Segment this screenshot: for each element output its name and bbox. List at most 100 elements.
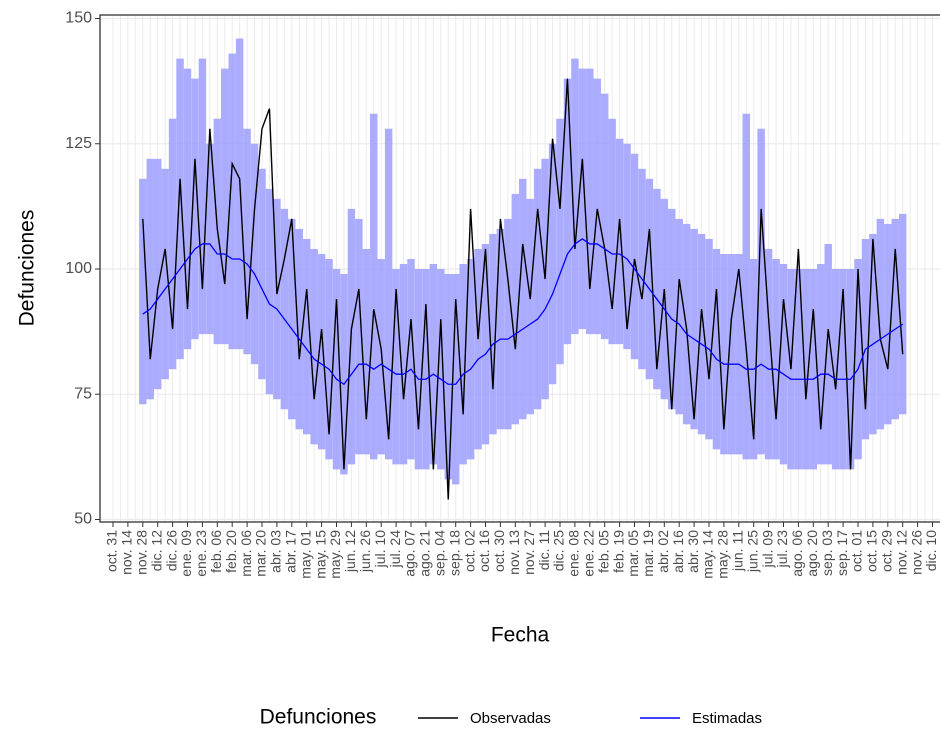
series-line <box>142 78 904 500</box>
ribbon-segment <box>839 269 847 470</box>
ribbon-segment <box>392 269 400 465</box>
ribbon-segment <box>682 223 691 425</box>
ribbon-segment <box>898 213 907 415</box>
x-tick-label: abr. 30 <box>685 530 701 573</box>
ribbon-segment <box>668 208 676 410</box>
ribbon-segment <box>802 269 810 470</box>
x-tick-label: may. 28 <box>715 530 731 579</box>
x-tick-label: oct. 15 <box>864 530 880 572</box>
ribbon-segment <box>526 198 534 415</box>
x-tick-label: ene. 08 <box>566 530 582 577</box>
x-tick-label: abr. 03 <box>268 530 284 573</box>
x-tick-label: jun. 25 <box>744 530 760 573</box>
x-tick-label: oct. 16 <box>476 530 492 572</box>
ribbon-segment <box>854 258 862 460</box>
ribbon-segment <box>228 53 236 350</box>
ribbon-segment <box>310 248 318 445</box>
ribbon-segment <box>705 238 713 440</box>
ribbon-segment <box>451 274 460 485</box>
ribbon-segment <box>563 78 572 345</box>
x-tick-label: jun. 26 <box>357 530 373 573</box>
ribbon-segment <box>794 269 803 470</box>
x-tick-label: nov. 14 <box>119 530 135 575</box>
x-tick-label: may. 14 <box>700 530 716 579</box>
x-tick-label: jul. 10 <box>372 530 388 569</box>
x-tick-label: nov. 26 <box>908 530 924 575</box>
ribbon-segment <box>749 258 758 460</box>
x-tick-label: sep. 17 <box>834 530 850 576</box>
ribbon-segment <box>846 269 855 470</box>
x-tick-label: oct. 02 <box>461 530 477 572</box>
x-tick-label: jun. 11 <box>730 530 746 572</box>
ribbon-segment <box>437 269 445 470</box>
ribbon-segment <box>519 178 527 420</box>
y-tick-label: 150 <box>65 10 92 27</box>
ribbon-segment <box>742 113 750 460</box>
x-tick-label: nov. 13 <box>506 530 522 575</box>
series-line <box>142 238 904 386</box>
x-tick-label: sep. 04 <box>432 530 448 576</box>
ribbon-segment <box>764 248 773 460</box>
ribbon-segment <box>340 274 348 475</box>
ribbon-segment <box>533 168 542 410</box>
ribbon-segment <box>824 243 832 465</box>
ribbon-segment <box>891 218 899 420</box>
x-tick-label: oct. 29 <box>879 530 895 572</box>
ribbon-segment <box>265 188 274 395</box>
x-tick-label: feb. 19 <box>610 530 626 573</box>
ribbon-segment <box>288 218 296 420</box>
ribbon-segment <box>869 233 877 435</box>
x-tick-label: feb. 05 <box>595 530 611 573</box>
ribbon-segment <box>630 153 639 360</box>
x-tick-label: mar. 20 <box>253 530 269 577</box>
x-tick-label: oct. 30 <box>491 530 507 572</box>
x-tick-label: jun. 12 <box>342 530 358 573</box>
x-tick-label: ene. 22 <box>581 530 597 577</box>
x-tick-label: jul. 09 <box>759 530 775 569</box>
legend-label: Estimadas <box>692 710 762 727</box>
ribbon-segment <box>176 58 184 360</box>
x-tick-label: dic. 12 <box>148 530 164 571</box>
ribbon-segment <box>735 253 743 455</box>
ribbon-segment <box>712 248 721 450</box>
ribbon-segment <box>399 263 408 465</box>
y-tick-label: 75 <box>74 385 92 402</box>
ribbon-segment <box>727 253 736 455</box>
ribbon-segment <box>779 263 788 465</box>
ribbon-segment <box>198 58 207 335</box>
ribbon-segment <box>548 143 557 385</box>
ribbon-segment <box>370 113 378 460</box>
ribbon-segment <box>250 143 259 365</box>
ribbon-segment <box>489 233 497 435</box>
y-tick-label: 100 <box>65 260 92 277</box>
x-tick-label: oct. 01 <box>849 530 865 572</box>
ribbon-segment <box>809 269 818 470</box>
x-tick-label: sep. 18 <box>446 530 462 576</box>
ribbon-segment <box>422 269 430 470</box>
ribbon-segment <box>302 238 311 435</box>
ribbon-segment <box>362 248 371 455</box>
ribbon-segment <box>608 118 616 345</box>
ribbon-segment <box>444 274 452 480</box>
x-tick-label: dic. 26 <box>163 530 179 571</box>
y-tick-label: 125 <box>65 135 92 152</box>
ribbon-segment <box>600 93 609 340</box>
ribbon-segment <box>586 68 594 335</box>
x-tick-label: mar. 06 <box>238 530 254 577</box>
x-tick-label: oct. 31 <box>104 530 120 572</box>
ribbon-segment <box>206 143 214 335</box>
ribbon-segment <box>638 168 646 370</box>
ribbon-segment <box>407 258 415 460</box>
ribbon-segment <box>578 68 587 330</box>
x-tick-label: ago. 20 <box>804 530 820 577</box>
ribbon-segment <box>183 68 192 350</box>
x-tick-label: may. 15 <box>312 530 328 579</box>
ribbon-segment <box>355 218 363 455</box>
ribbon-segment <box>280 208 289 410</box>
ribbon-segment <box>325 258 333 460</box>
x-tick-label: sep. 03 <box>819 530 835 576</box>
ribbon-segment <box>414 269 423 470</box>
x-tick-label: nov. 12 <box>893 530 909 575</box>
plot-layer <box>100 15 940 522</box>
ribbon-segment <box>146 158 154 400</box>
